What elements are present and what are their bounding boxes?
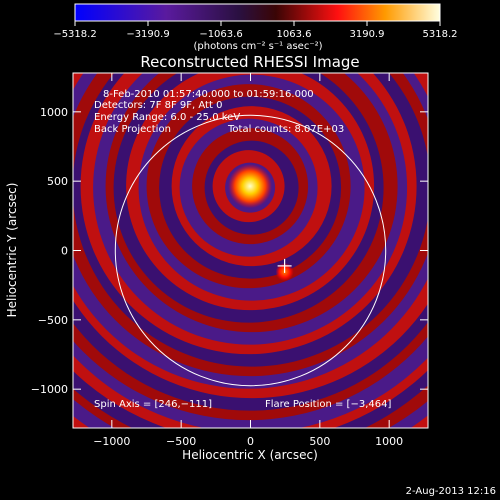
annotation-total-counts: Total counts: 8.07E+03 [227, 124, 344, 135]
colorbar-tick-label: 3190.9 [349, 29, 384, 40]
colorbar-tick-label: −1063.6 [199, 29, 242, 40]
solar-limb [114, 114, 387, 387]
annotation-method: Back Projection [94, 124, 171, 135]
colorbar-tick-label: 1063.6 [276, 29, 311, 40]
colorbar [74, 3, 441, 22]
spin-axis-label: Spin Axis = [246,−111] [94, 399, 212, 410]
chart-title: Reconstructed RHESSI Image [140, 53, 359, 71]
y-tick-label: −500 [38, 314, 68, 327]
y-tick-label: 0 [61, 245, 68, 258]
y-axis-label: Heliocentric Y (arcsec) [5, 183, 19, 318]
x-tick-label: 500 [309, 435, 330, 448]
colorbar-tick-label: −5318.2 [53, 29, 96, 40]
x-tick-label: 1000 [375, 435, 403, 448]
colorbar-tick-label: 5318.2 [423, 29, 458, 40]
x-tick-label: −1000 [93, 435, 130, 448]
colorbar-unit-label: (photons cm⁻² s⁻¹ asec⁻²) [193, 41, 322, 52]
y-tick-label: 500 [47, 175, 68, 188]
annotation-energy: Energy Range: 6.0 - 25.0 keV [94, 112, 240, 123]
x-tick-label: −500 [166, 435, 196, 448]
y-tick-label: 1000 [40, 106, 68, 119]
x-axis-label: Heliocentric X (arcsec) [182, 448, 318, 462]
flare-position-label: Flare Position = [−3,464] [265, 399, 391, 410]
heatmap-source-primary [228, 164, 273, 209]
annotation-time: 8-Feb-2010 01:57:40.000 to 01:59:16.000 [103, 89, 314, 100]
colorbar-tick-label: −3190.9 [126, 29, 169, 40]
spin-axis-marker [277, 258, 292, 273]
x-tick-label: 0 [247, 435, 254, 448]
heatmap-image [73, 73, 428, 428]
footer-date: 2-Aug-2013 12:16 [406, 486, 496, 497]
y-tick-label: −1000 [31, 383, 68, 396]
annotation-detectors: Detectors: 7F 8F 9F, Att 0 [94, 100, 222, 111]
